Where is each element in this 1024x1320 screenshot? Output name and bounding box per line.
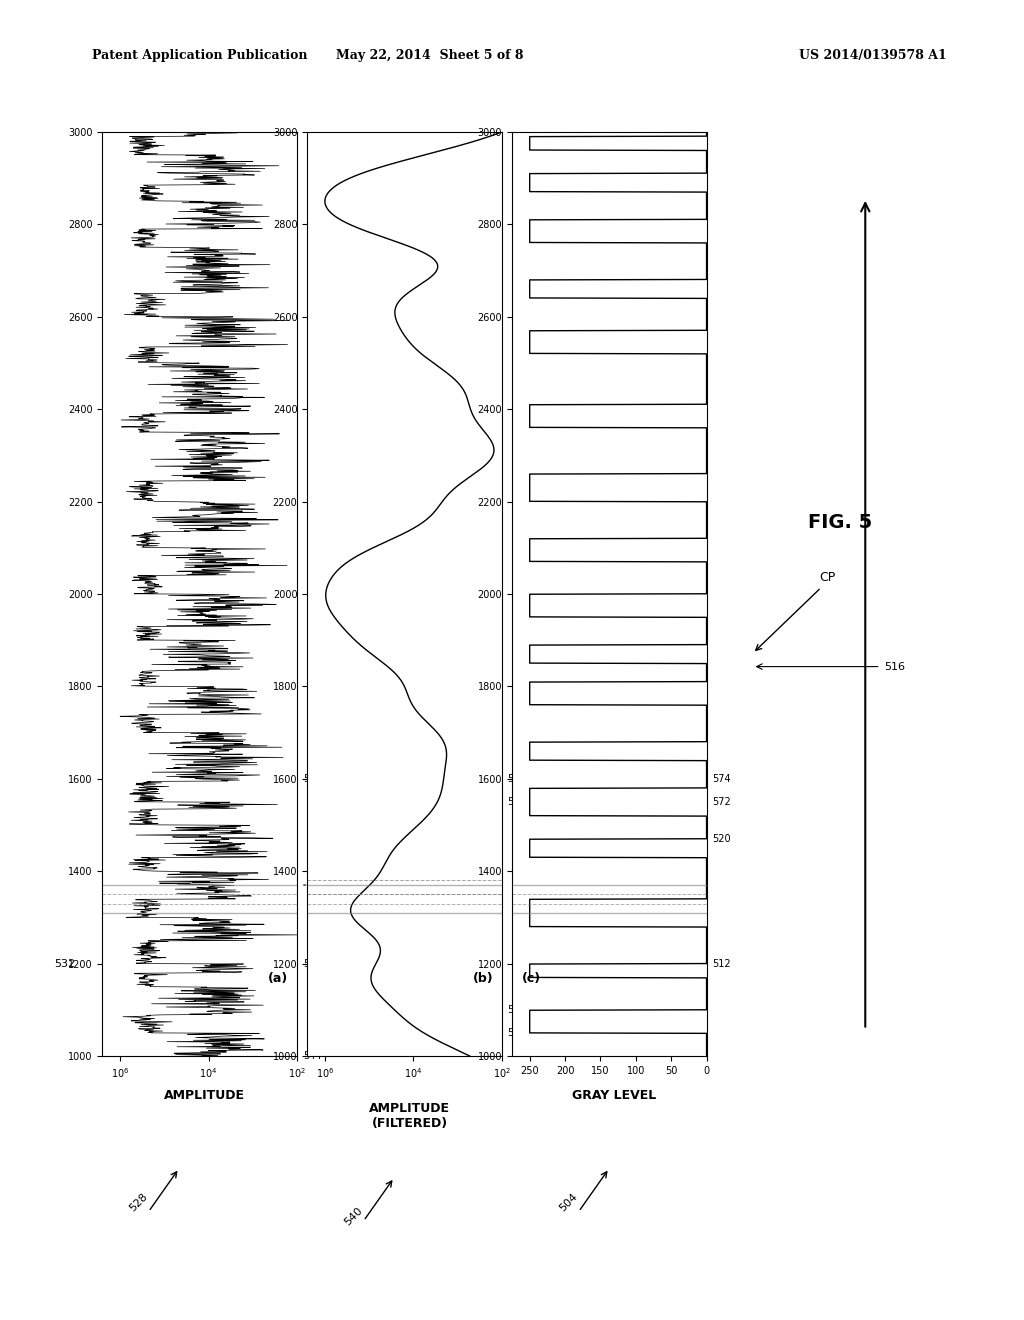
Text: 532: 532 <box>54 958 75 969</box>
Text: 512: 512 <box>713 958 731 969</box>
Text: 562: 562 <box>303 958 322 969</box>
Text: 570: 570 <box>508 797 526 807</box>
Text: (c): (c) <box>521 972 541 985</box>
Text: 520: 520 <box>713 834 731 843</box>
Text: 504: 504 <box>557 1192 580 1214</box>
Text: 528: 528 <box>127 1192 150 1214</box>
Text: 556: 556 <box>508 774 526 784</box>
Text: (a): (a) <box>267 972 288 985</box>
Text: CP: CP <box>819 570 836 583</box>
Text: 540: 540 <box>342 1205 365 1228</box>
Text: 508: 508 <box>508 1028 526 1038</box>
Text: AMPLITUDE: AMPLITUDE <box>164 1089 246 1102</box>
Text: 544: 544 <box>303 1051 322 1061</box>
Text: Patent Application Publication: Patent Application Publication <box>92 49 307 62</box>
Text: US 2014/0139578 A1: US 2014/0139578 A1 <box>799 49 946 62</box>
Text: FIG. 5: FIG. 5 <box>808 513 871 532</box>
Text: GRAY LEVEL: GRAY LEVEL <box>572 1089 656 1102</box>
Text: 516: 516 <box>884 661 905 672</box>
Text: May 22, 2014  Sheet 5 of 8: May 22, 2014 Sheet 5 of 8 <box>336 49 524 62</box>
Text: (b): (b) <box>473 972 494 985</box>
Text: 548: 548 <box>303 774 322 784</box>
Text: 554: 554 <box>508 1005 526 1015</box>
Text: 572: 572 <box>713 797 731 807</box>
Text: AMPLITUDE
(FILTERED): AMPLITUDE (FILTERED) <box>369 1102 451 1130</box>
Text: 574: 574 <box>713 774 731 784</box>
